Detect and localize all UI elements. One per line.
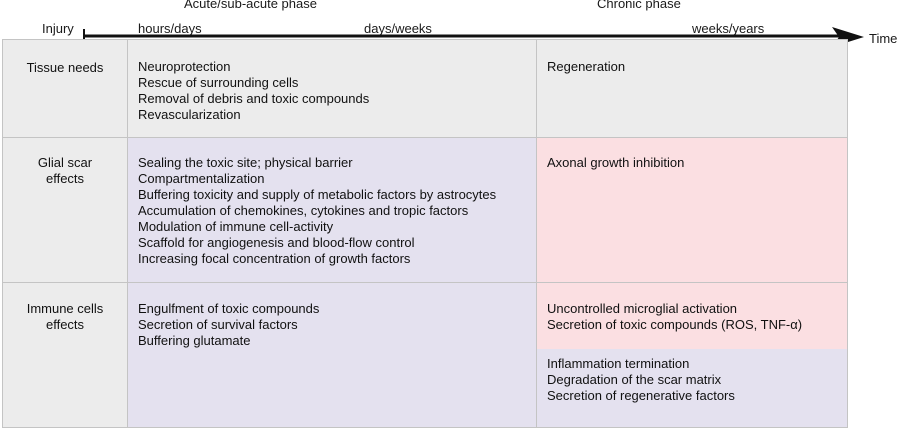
glial-scar-label-line1: Glial scar — [37, 155, 93, 170]
list-item: Accumulation of chemokines, cytokines an… — [138, 203, 469, 218]
glial-scar-acute-list: Sealing the toxic site; physical barrier… — [138, 155, 496, 267]
immune-cells-label-line2: effects — [45, 317, 85, 332]
glial-scar-chronic-cell: Axonal growth inhibition — [536, 137, 848, 283]
list-item: Modulation of immune cell-activity — [138, 219, 334, 234]
immune-cells-acute-cell: Engulfment of toxic compounds Secretion … — [127, 282, 537, 428]
list-item: Increasing focal concentration of growth… — [138, 251, 411, 266]
list-item: Secretion of regenerative factors — [547, 388, 735, 403]
immune-cells-chronic-beneficial-list: Inflammation termination Degradation of … — [547, 356, 735, 404]
list-item: Buffering glutamate — [138, 333, 251, 348]
list-item: Engulfment of toxic compounds — [138, 301, 320, 316]
glial-scar-acute-cell: Sealing the toxic site; physical barrier… — [127, 137, 537, 283]
immune-cells-chronic-harmful-cell: Uncontrolled microglial activation Secre… — [536, 282, 848, 350]
tissue-needs-acute-cell: Neuroprotection Rescue of surrounding ce… — [127, 39, 537, 138]
list-item: Degradation of the scar matrix — [547, 372, 722, 387]
list-item: Rescue of surrounding cells — [138, 75, 299, 90]
list-item: Uncontrolled microglial activation — [547, 301, 738, 316]
list-item: Axonal growth inhibition — [547, 155, 685, 170]
glial-scar-label-line2: effects — [45, 171, 85, 186]
list-item: Compartmentalization — [138, 171, 265, 186]
list-item: Secretion of survival factors — [138, 317, 298, 332]
timeline-weeks-years-label: weeks/years — [692, 21, 765, 36]
immune-cells-label: Immune cells effects — [3, 301, 127, 333]
list-item: Removal of debris and toxic compounds — [138, 91, 370, 106]
timeline-acute-phase-label: Acute/sub-acute phase — [184, 0, 317, 11]
glial-scar-label: Glial scar effects — [3, 155, 127, 187]
tissue-needs-chronic-cell: Regeneration — [536, 39, 848, 138]
tissue-needs-label: Tissue needs — [26, 60, 104, 75]
tissue-needs-label-cell: Tissue needs — [2, 39, 128, 138]
list-item: Secretion of toxic compounds (ROS, TNF-α… — [547, 317, 803, 332]
timeline-time-label: Time — [869, 31, 898, 46]
timeline-hours-days-label: hours/days — [138, 21, 202, 36]
immune-cells-label-cell: Immune cells effects — [2, 282, 128, 428]
list-item: Sealing the toxic site; physical barrier — [138, 155, 353, 170]
glial-scar-label-cell: Glial scar effects — [2, 137, 128, 283]
immune-cells-acute-list: Engulfment of toxic compounds Secretion … — [138, 301, 319, 349]
timeline-chronic-phase-label: Chronic phase — [597, 0, 681, 11]
timeline-days-weeks-label: days/weeks — [364, 21, 432, 36]
immune-cells-label-line1: Immune cells — [26, 301, 104, 316]
tissue-needs-acute-list: Neuroprotection Rescue of surrounding ce… — [138, 59, 369, 123]
list-item: Scaffold for angiogenesis and blood-flow… — [138, 235, 415, 250]
tissue-needs-chronic-list: Regeneration — [547, 59, 625, 75]
list-item: Neuroprotection — [138, 59, 231, 74]
glial-scar-chronic-list: Axonal growth inhibition — [547, 155, 684, 171]
list-item: Regeneration — [547, 59, 626, 74]
list-item: Inflammation termination — [547, 356, 690, 371]
immune-cells-chronic-harmful-list: Uncontrolled microglial activation Secre… — [547, 301, 802, 333]
list-item: Revascularization — [138, 107, 241, 122]
timeline-injury-label: Injury — [42, 21, 74, 36]
immune-cells-chronic-beneficial-cell: Inflammation termination Degradation of … — [536, 349, 848, 428]
list-item: Buffering toxicity and supply of metabol… — [138, 187, 497, 202]
